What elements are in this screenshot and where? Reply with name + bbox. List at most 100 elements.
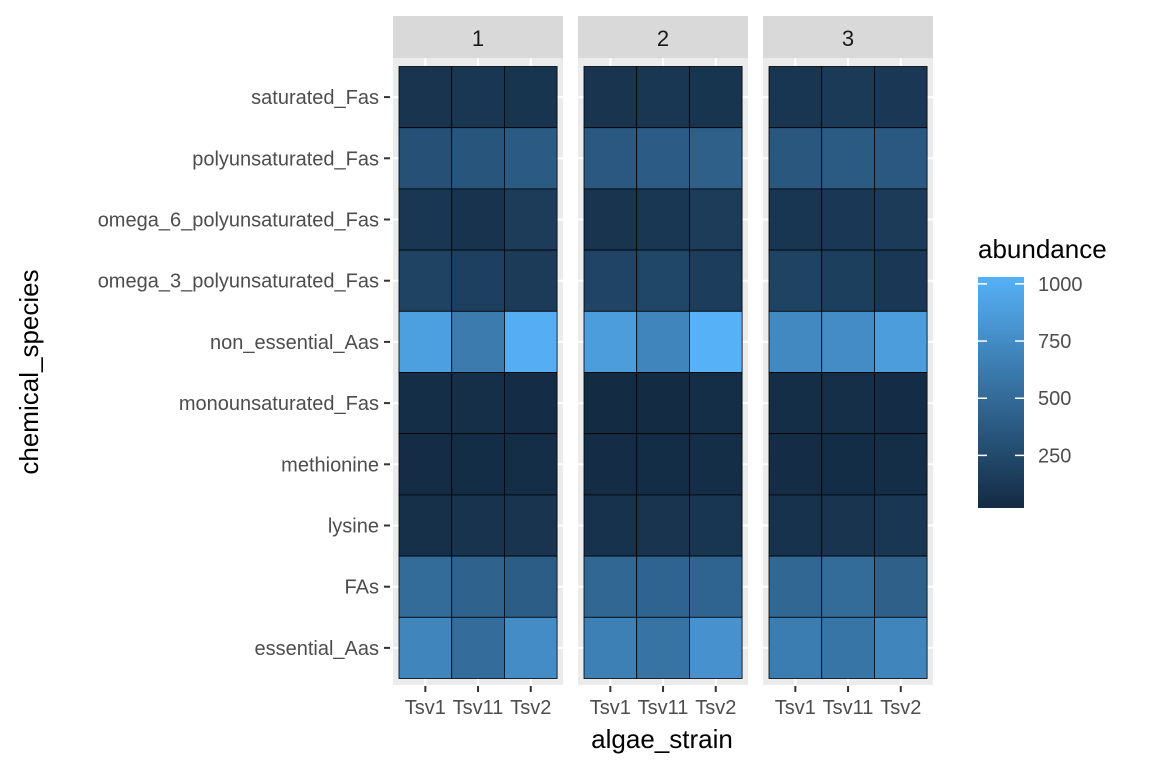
heatmap-cell (398, 372, 453, 435)
heatmap-cell (583, 616, 638, 679)
y-tick-label: lysine (328, 516, 379, 538)
heatmap-cell (398, 433, 453, 496)
heatmap-cell (503, 616, 558, 679)
heatmap-cell (503, 188, 558, 251)
heatmap-cell (398, 66, 453, 129)
heatmap-cell (583, 555, 638, 618)
x-tick-label: Tsv1 (590, 697, 631, 719)
heatmap-cell (451, 249, 505, 312)
heatmap-cell (874, 433, 928, 496)
heatmap-cell (821, 249, 875, 312)
y-tick-label: monounsaturated_Fas (179, 393, 379, 415)
y-tick-label: polyunsaturated_Fas (192, 148, 379, 170)
facet-strip (763, 16, 933, 58)
heatmap-cell (398, 127, 453, 190)
x-tick-label: Tsv2 (695, 697, 736, 719)
heatmap-cell (874, 249, 928, 312)
heatmap-cell (503, 127, 558, 190)
heatmap-cell (768, 372, 823, 435)
y-tick-label: non_essential_Aas (210, 332, 379, 354)
heatmap-cell (821, 555, 875, 618)
heatmap-cell (768, 188, 823, 251)
heatmap-cell (451, 433, 505, 496)
heatmap-cell (636, 249, 690, 312)
y-tick-label: methionine (281, 454, 379, 476)
heatmap-cell (583, 310, 638, 373)
y-tick-label: omega_6_polyunsaturated_Fas (98, 210, 379, 232)
heatmap-cell (398, 188, 453, 251)
heatmap-cell (821, 433, 875, 496)
heatmap-cell (636, 66, 690, 129)
facet-label: 2 (657, 26, 669, 51)
facet-strip (578, 16, 748, 58)
heatmap-cell (583, 188, 638, 251)
heatmap-cell (768, 433, 823, 496)
y-axis: saturated_Fas polyunsaturated_Fas omega_6_… (98, 87, 390, 660)
heatmap-cell (821, 494, 875, 557)
heatmap-cell (689, 249, 743, 312)
facet-strip (393, 16, 563, 58)
x-tick-label: Tsv11 (823, 697, 874, 719)
heatmap-cell (636, 310, 690, 373)
heatmap-cell (874, 494, 928, 557)
heatmap-cell (636, 616, 690, 679)
heatmap-cell (689, 127, 743, 190)
heatmap-cell (503, 433, 558, 496)
facet-label: 1 (472, 26, 484, 51)
x-tick-label: Tsv11 (638, 697, 689, 719)
heatmap-cell (689, 188, 743, 251)
heatmap-cell (821, 372, 875, 435)
heatmap-cell (636, 494, 690, 557)
y-tick-label: essential_Aas (254, 638, 379, 660)
heatmap-cell (503, 66, 558, 129)
heatmap-cell (874, 188, 928, 251)
color-legend: abundance 250 500 750 1000 (978, 234, 1107, 508)
y-tick-label: omega_3_polyunsaturated_Fas (98, 271, 379, 293)
heatmap-cell (689, 66, 743, 129)
heatmap-cell (583, 249, 638, 312)
heatmap-cell (451, 616, 505, 679)
heatmap-cell (398, 616, 453, 679)
heatmap-cell (874, 372, 928, 435)
heatmap-cell (768, 66, 823, 129)
x-tick-label: Tsv2 (510, 697, 551, 719)
heatmap-cell (689, 555, 743, 618)
x-tick-label: Tsv1 (775, 697, 816, 719)
x-tick-label: Tsv11 (453, 697, 504, 719)
heatmap-cell (636, 127, 690, 190)
heatmap-cell (503, 555, 558, 618)
heatmap-cell (689, 310, 743, 373)
heatmap-cell (821, 127, 875, 190)
heatmap-cell (768, 616, 823, 679)
heatmap-cell (451, 555, 505, 618)
heatmap-cell (874, 66, 928, 129)
facet-panels: 1 2 3 (393, 16, 933, 685)
heatmap-cell (636, 372, 690, 435)
heatmap-cell (451, 310, 505, 373)
heatmap-cell (583, 433, 638, 496)
heatmap-cell (636, 555, 690, 618)
heatmap-cell (689, 433, 743, 496)
heatmap-cell (583, 127, 638, 190)
legend-break-label: 500 (1038, 388, 1071, 410)
heatmap-cell (768, 494, 823, 557)
heatmap-cell (398, 555, 453, 618)
legend-break-label: 750 (1038, 331, 1071, 353)
heatmap-cell (689, 494, 743, 557)
heatmap-cell (874, 616, 928, 679)
x-tick-label: Tsv2 (880, 697, 921, 719)
heatmap-cell (583, 372, 638, 435)
heatmap-cell (398, 494, 453, 557)
heatmap-cell (583, 66, 638, 129)
heatmap-cell (451, 66, 505, 129)
x-axis: Tsv1 Tsv11 Tsv2 Tsv1 Tsv11 Tsv2 Tsv1 Tsv11 Tsv2 (405, 686, 921, 719)
legend-break-label: 250 (1038, 445, 1071, 467)
y-axis-title: chemical_species (14, 269, 44, 474)
heatmap-cell (583, 494, 638, 557)
heatmap-cell (821, 188, 875, 251)
heatmap-cell (689, 616, 743, 679)
heatmap-cell (874, 555, 928, 618)
heatmap-cell (821, 616, 875, 679)
heatmap-cell (451, 372, 505, 435)
heatmap-cell (451, 127, 505, 190)
